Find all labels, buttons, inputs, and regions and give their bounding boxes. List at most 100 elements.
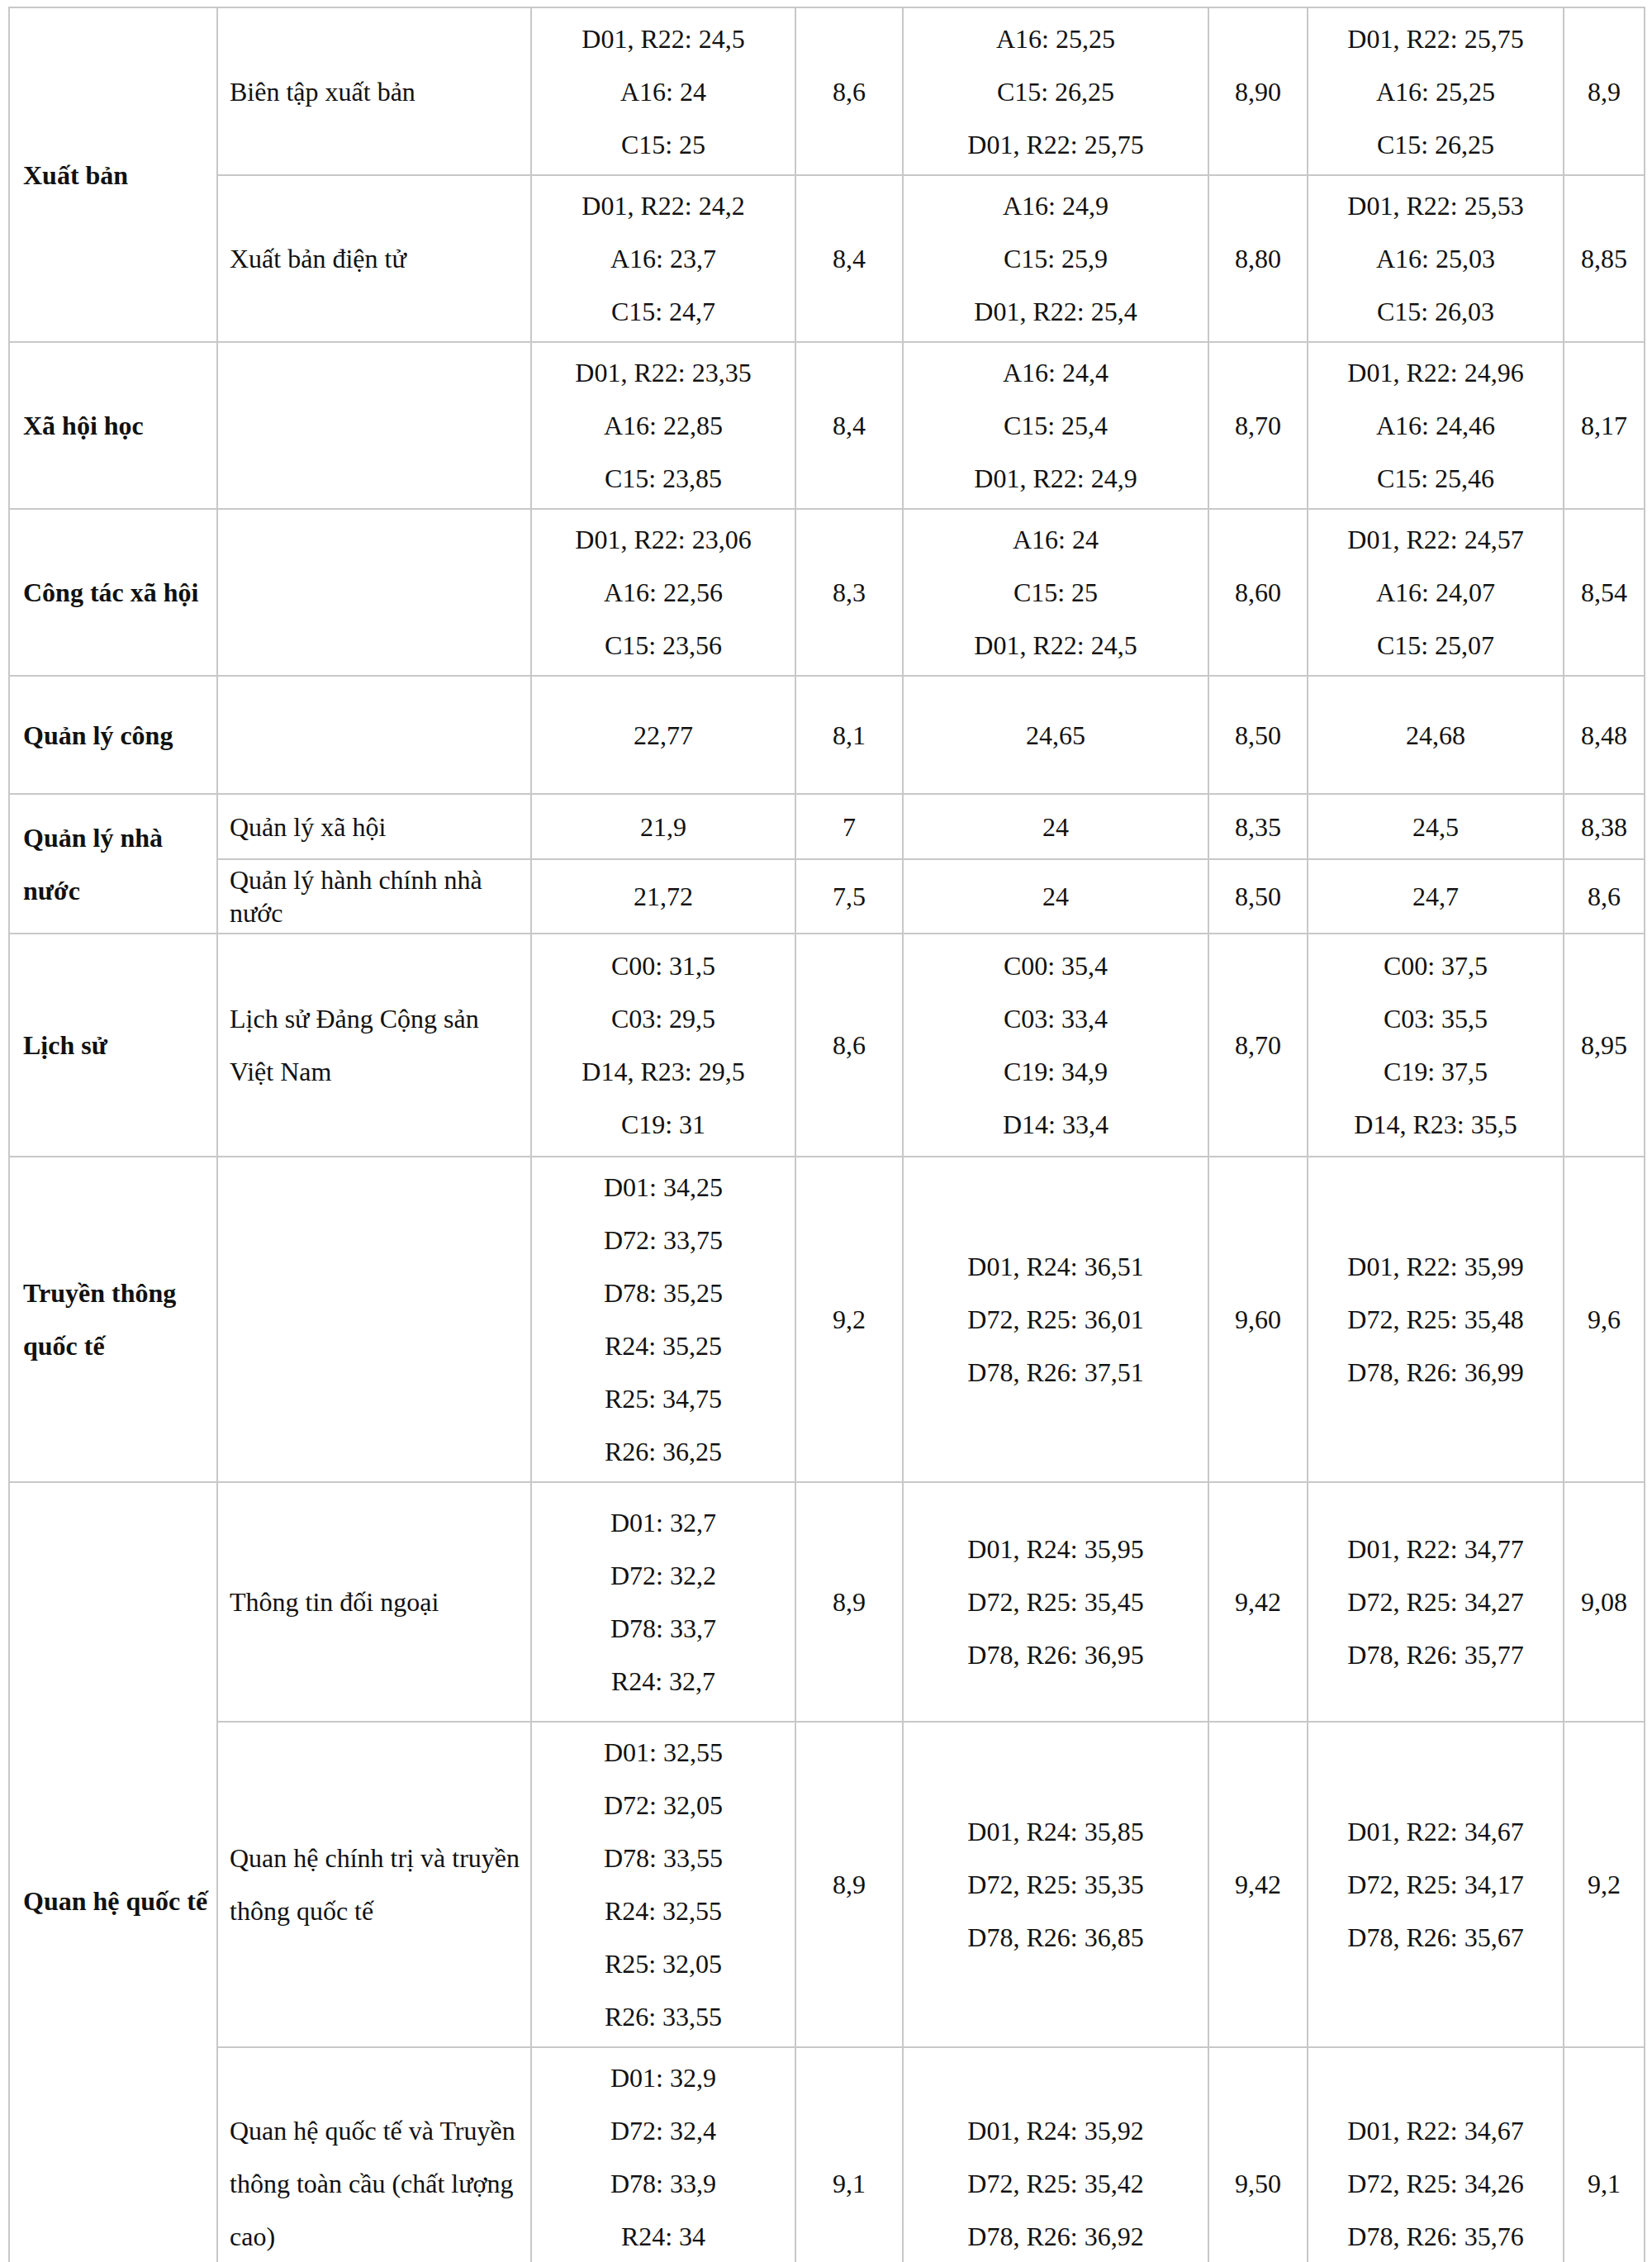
score-line: C15: 26,03 bbox=[1317, 285, 1555, 338]
score-line: C19: 37,5 bbox=[1317, 1045, 1555, 1098]
avg-cell-1: 8,3 bbox=[795, 509, 903, 676]
score-line: D72, R25: 35,42 bbox=[912, 2157, 1199, 2210]
score-line: D72, R25: 36,01 bbox=[912, 1293, 1199, 1346]
score-cell-1: D01, R22: 23,35 A16: 22,85 C15: 23,85 bbox=[531, 342, 795, 509]
score-cell-2: A16: 24 C15: 25 D01, R22: 24,5 bbox=[903, 509, 1208, 676]
score-line: R24: 32,55 bbox=[540, 1884, 786, 1937]
score-line: R24: 35,25 bbox=[540, 1319, 786, 1372]
score-cell-2: D01, R24: 35,92 D72, R25: 35,42 D78, R26… bbox=[903, 2047, 1208, 2262]
score-cell-2: D01, R24: 35,85 D72, R25: 35,35 D78, R26… bbox=[903, 1722, 1208, 2047]
major-cell bbox=[217, 342, 531, 509]
score-cell-2: A16: 25,25 C15: 26,25 D01, R22: 25,75 bbox=[903, 7, 1208, 175]
score-line: C15: 25,9 bbox=[912, 232, 1199, 285]
score-line: A16: 24,07 bbox=[1317, 566, 1555, 619]
score-line: A16: 24 bbox=[540, 65, 786, 118]
score-line: D78: 33,55 bbox=[540, 1832, 786, 1884]
score-cell-1: D01: 32,7 D72: 32,2 D78: 33,7 R24: 32,7 bbox=[531, 1482, 795, 1722]
avg-cell-3: 8,54 bbox=[1564, 509, 1645, 676]
group-cell: Công tác xã hội bbox=[9, 509, 217, 676]
score-cell-3: 24,68 bbox=[1308, 676, 1564, 794]
group-cell: Truyền thông quốc tế bbox=[9, 1157, 217, 1482]
score-line: D01, R24: 35,95 bbox=[912, 1523, 1199, 1575]
avg-cell-2: 9,60 bbox=[1208, 1157, 1308, 1482]
major-cell bbox=[217, 676, 531, 794]
avg-cell-3: 9,6 bbox=[1564, 1157, 1645, 1482]
score-line: D01, R22: 35,99 bbox=[1317, 1240, 1555, 1293]
major-cell: Thông tin đối ngoại bbox=[217, 1482, 531, 1722]
score-line: D01: 32,7 bbox=[540, 1496, 786, 1549]
avg-cell-3: 8,95 bbox=[1564, 934, 1645, 1157]
group-cell: Quản lý nhà nước bbox=[9, 794, 217, 934]
avg-cell-2: 8,70 bbox=[1208, 342, 1308, 509]
score-line: D14, R23: 35,5 bbox=[1317, 1098, 1555, 1151]
score-line: D01, R22: 34,67 bbox=[1317, 2104, 1555, 2157]
table-row: Quan hệ quốc tế Thông tin đối ngoại D01:… bbox=[9, 1482, 1645, 1722]
group-cell: Quản lý công bbox=[9, 676, 217, 794]
table-row: Quan hệ quốc tế và Truyền thông toàn cầu… bbox=[9, 2047, 1645, 2262]
score-line: A16: 22,56 bbox=[540, 566, 786, 619]
score-line: D01, R22: 25,53 bbox=[1317, 179, 1555, 232]
score-line: C19: 31 bbox=[540, 1098, 786, 1151]
score-line: R25: 34,75 bbox=[540, 1372, 786, 1425]
score-line: C15: 23,85 bbox=[540, 452, 786, 505]
score-cell-2: A16: 24,4 C15: 25,4 D01, R22: 24,9 bbox=[903, 342, 1208, 509]
score-line: C15: 25,07 bbox=[1317, 619, 1555, 672]
score-line: A16: 24,4 bbox=[912, 346, 1199, 399]
avg-cell-2: 8,60 bbox=[1208, 509, 1308, 676]
score-line: C15: 25 bbox=[540, 118, 786, 171]
score-line: D72, R25: 35,48 bbox=[1317, 1293, 1555, 1346]
score-line: D01, R22: 34,77 bbox=[1317, 1523, 1555, 1575]
group-cell: Lịch sử bbox=[9, 934, 217, 1157]
score-line: 24,7 bbox=[1317, 870, 1555, 923]
score-line: D72, R25: 35,45 bbox=[912, 1575, 1199, 1628]
avg-cell-3: 8,17 bbox=[1564, 342, 1645, 509]
score-line: R25: 32,05 bbox=[540, 1937, 786, 1990]
avg-cell-2: 8,90 bbox=[1208, 7, 1308, 175]
score-cell-3: D01, R22: 25,53 A16: 25,03 C15: 26,03 bbox=[1308, 175, 1564, 342]
score-line: C15: 26,25 bbox=[1317, 118, 1555, 171]
score-cell-3: D01, R22: 34,67 D72, R25: 34,17 D78, R26… bbox=[1308, 1722, 1564, 2047]
score-line: C03: 35,5 bbox=[1317, 992, 1555, 1045]
score-cell-2: 24,65 bbox=[903, 676, 1208, 794]
score-line: D78: 33,9 bbox=[540, 2157, 786, 2210]
score-line: D01, R22: 24,9 bbox=[912, 452, 1199, 505]
avg-cell-1: 8,1 bbox=[795, 676, 903, 794]
score-line: D14, R23: 29,5 bbox=[540, 1045, 786, 1098]
score-line: D01, R22: 24,5 bbox=[912, 619, 1199, 672]
major-cell: Quan hệ chính trị và truyền thông quốc t… bbox=[217, 1722, 531, 2047]
score-cell-1: D01: 34,25 D72: 33,75 D78: 35,25 R24: 35… bbox=[531, 1157, 795, 1482]
avg-cell-1: 8,4 bbox=[795, 342, 903, 509]
score-cell-2: 24 bbox=[903, 794, 1208, 859]
score-line: D78, R26: 36,95 bbox=[912, 1628, 1199, 1681]
avg-cell-3: 8,6 bbox=[1564, 859, 1645, 934]
score-line: D72: 32,2 bbox=[540, 1549, 786, 1602]
admission-scores-table: Xuất bản Biên tập xuất bản D01, R22: 24,… bbox=[8, 7, 1645, 2262]
score-cell-3: D01, R22: 25,75 A16: 25,25 C15: 26,25 bbox=[1308, 7, 1564, 175]
table-row: Truyền thông quốc tế D01: 34,25 D72: 33,… bbox=[9, 1157, 1645, 1482]
score-cell-3: D01, R22: 24,96 A16: 24,46 C15: 25,46 bbox=[1308, 342, 1564, 509]
group-cell: Xã hội học bbox=[9, 342, 217, 509]
avg-cell-1: 8,9 bbox=[795, 1722, 903, 2047]
score-line: A16: 25,25 bbox=[1317, 65, 1555, 118]
score-line: 24,5 bbox=[1317, 801, 1555, 853]
table-row: Xuất bản điện tử D01, R22: 24,2 A16: 23,… bbox=[9, 175, 1645, 342]
score-line: 21,72 bbox=[540, 870, 786, 923]
score-line: R24: 32,7 bbox=[540, 1655, 786, 1708]
avg-cell-3: 9,1 bbox=[1564, 2047, 1645, 2262]
score-line: D78: 33,7 bbox=[540, 1602, 786, 1655]
score-line: D01, R22: 34,67 bbox=[1317, 1805, 1555, 1858]
score-line: C15: 25,46 bbox=[1317, 452, 1555, 505]
score-line: A16: 23,7 bbox=[540, 232, 786, 285]
avg-cell-2: 9,42 bbox=[1208, 1482, 1308, 1722]
avg-cell-1: 8,6 bbox=[795, 7, 903, 175]
score-line: D01, R22: 23,06 bbox=[540, 513, 786, 566]
table-row: Xuất bản Biên tập xuất bản D01, R22: 24,… bbox=[9, 7, 1645, 175]
score-line: A16: 24,46 bbox=[1317, 399, 1555, 452]
score-line: D01, R22: 24,96 bbox=[1317, 346, 1555, 399]
avg-cell-2: 9,42 bbox=[1208, 1722, 1308, 2047]
score-cell-3: D01, R22: 24,57 A16: 24,07 C15: 25,07 bbox=[1308, 509, 1564, 676]
score-line: D78, R26: 35,67 bbox=[1317, 1911, 1555, 1964]
score-cell-1: 21,9 bbox=[531, 794, 795, 859]
avg-cell-1: 8,9 bbox=[795, 1482, 903, 1722]
avg-cell-3: 8,48 bbox=[1564, 676, 1645, 794]
